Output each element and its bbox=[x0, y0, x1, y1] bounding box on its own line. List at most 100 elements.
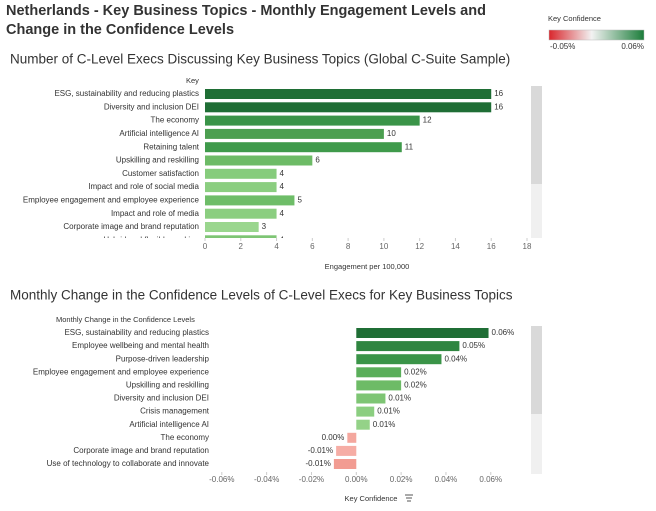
x-tick-label: 0.04% bbox=[435, 475, 458, 484]
legend-max: 0.06% bbox=[621, 42, 644, 51]
bar bbox=[356, 380, 402, 391]
chart-title: Monthly Change in the Confidence Levels … bbox=[10, 288, 513, 303]
bar bbox=[205, 155, 313, 166]
title-box: Netherlands - Key Business Topics - Mont… bbox=[6, 3, 486, 38]
x-tick-label: 6 bbox=[310, 242, 315, 251]
dashboard-title: Netherlands - Key Business Topics - Mont… bbox=[6, 3, 486, 38]
x-tick-label: -0.02% bbox=[299, 475, 324, 484]
value-label: 12 bbox=[423, 116, 432, 125]
value-label: 4 bbox=[280, 209, 285, 218]
value-label: 0.06% bbox=[492, 328, 515, 337]
bar bbox=[336, 445, 357, 456]
category-label: Diversity and inclusion DEI bbox=[104, 102, 199, 111]
category-label: ESG, sustainability and reducing plastic… bbox=[54, 89, 199, 98]
x-tick-label: 12 bbox=[415, 242, 424, 251]
value-label: -0.01% bbox=[308, 446, 333, 455]
scrollbar-thumb[interactable] bbox=[531, 86, 542, 184]
category-label: Use of technology to collaborate and inn… bbox=[47, 459, 210, 468]
bar bbox=[205, 195, 295, 206]
bar bbox=[205, 208, 277, 219]
category-label: Impact and role of social media bbox=[88, 182, 199, 191]
category-label: Artificial intelligence AI bbox=[129, 420, 209, 429]
bar bbox=[205, 182, 277, 193]
value-label: 0.02% bbox=[404, 381, 427, 390]
bar bbox=[356, 393, 386, 404]
category-label: Diversity and inclusion DEI bbox=[114, 394, 209, 403]
bar bbox=[356, 354, 442, 365]
value-label: 0.01% bbox=[388, 394, 411, 403]
category-label: Employee engagement and employee experie… bbox=[33, 367, 210, 376]
bar bbox=[205, 115, 420, 126]
x-tick-label: -0.06% bbox=[209, 475, 234, 484]
value-label: 4 bbox=[280, 182, 285, 191]
plot: ESG, sustainability and reducing plastic… bbox=[23, 89, 504, 244]
chart-title: Number of C-Level Execs Discussing Key B… bbox=[10, 52, 510, 67]
value-label: 16 bbox=[494, 89, 503, 98]
x-tick-label: 14 bbox=[451, 242, 460, 251]
value-label: 5 bbox=[297, 196, 302, 205]
x-tick-label: -0.04% bbox=[254, 475, 279, 484]
bar bbox=[205, 128, 384, 139]
x-tick-label: 0.06% bbox=[479, 475, 502, 484]
value-label: 3 bbox=[262, 222, 267, 231]
category-label: The economy bbox=[151, 116, 199, 125]
value-label: 10 bbox=[387, 129, 396, 138]
bar bbox=[205, 89, 492, 99]
category-label: Employee wellbeing and mental health bbox=[72, 341, 209, 350]
category-label: Corporate image and brand reputation bbox=[63, 222, 199, 231]
x-tick-label: 8 bbox=[346, 242, 351, 251]
category-label: Impact and role of media bbox=[111, 209, 200, 218]
x-tick-label: 16 bbox=[487, 242, 496, 251]
bar bbox=[347, 432, 357, 443]
bar bbox=[333, 459, 357, 469]
value-label: 0.01% bbox=[373, 420, 396, 429]
category-label: The economy bbox=[161, 433, 209, 442]
bar bbox=[205, 102, 492, 113]
bar bbox=[356, 367, 402, 378]
category-label: Corporate image and brand reputation bbox=[73, 446, 209, 455]
x-tick-label: 0.00% bbox=[345, 475, 368, 484]
x-tick-label: 4 bbox=[274, 242, 279, 251]
legend-title: Key Confidence bbox=[548, 14, 601, 23]
category-label: Upskilling and reskilling bbox=[126, 381, 209, 390]
value-label: 6 bbox=[315, 156, 320, 165]
category-label: Artificial intelligence AI bbox=[119, 129, 199, 138]
value-label: 4 bbox=[280, 235, 285, 244]
bar bbox=[205, 168, 277, 179]
bar bbox=[205, 142, 402, 153]
value-label: 0.00% bbox=[322, 433, 345, 442]
category-label: ESG, sustainability and reducing plastic… bbox=[64, 328, 209, 337]
value-label: 11 bbox=[405, 142, 414, 151]
bar bbox=[356, 406, 375, 417]
bar bbox=[356, 419, 370, 430]
legend-min: -0.05% bbox=[550, 42, 575, 51]
sort-icon[interactable] bbox=[405, 494, 413, 502]
bar bbox=[205, 222, 259, 232]
category-label: Purpose-driven leadership bbox=[116, 354, 210, 363]
scrollbar-thumb[interactable] bbox=[531, 326, 542, 414]
x-tick-label: 2 bbox=[239, 242, 244, 251]
plot: ESG, sustainability and reducing plastic… bbox=[33, 328, 514, 469]
x-tick-label: 0.02% bbox=[390, 475, 413, 484]
x-tick-label: 0 bbox=[203, 242, 208, 251]
x-tick-label: 18 bbox=[523, 242, 532, 251]
category-label: Upskilling and reskilling bbox=[116, 156, 199, 165]
bar bbox=[205, 235, 277, 238]
category-label: Crisis management bbox=[140, 407, 210, 416]
value-label: 16 bbox=[494, 102, 503, 111]
category-label: Retaining talent bbox=[143, 142, 199, 151]
value-label: -0.01% bbox=[306, 459, 331, 468]
x-tick-label: 10 bbox=[379, 242, 388, 251]
value-label: 0.04% bbox=[444, 354, 467, 363]
category-header: Monthly Change in the Confidence Levels bbox=[56, 315, 195, 324]
category-label: Hybrid and flexible working bbox=[103, 235, 199, 244]
category-label: Employee engagement and employee experie… bbox=[23, 196, 200, 205]
value-label: 0.02% bbox=[404, 367, 427, 376]
value-label: 4 bbox=[280, 169, 285, 178]
x-axis-label: Engagement per 100,000 bbox=[325, 262, 410, 271]
legend-gradient bbox=[548, 29, 645, 41]
x-axis-label: Key Confidence bbox=[345, 494, 398, 503]
value-label: 0.01% bbox=[377, 407, 400, 416]
